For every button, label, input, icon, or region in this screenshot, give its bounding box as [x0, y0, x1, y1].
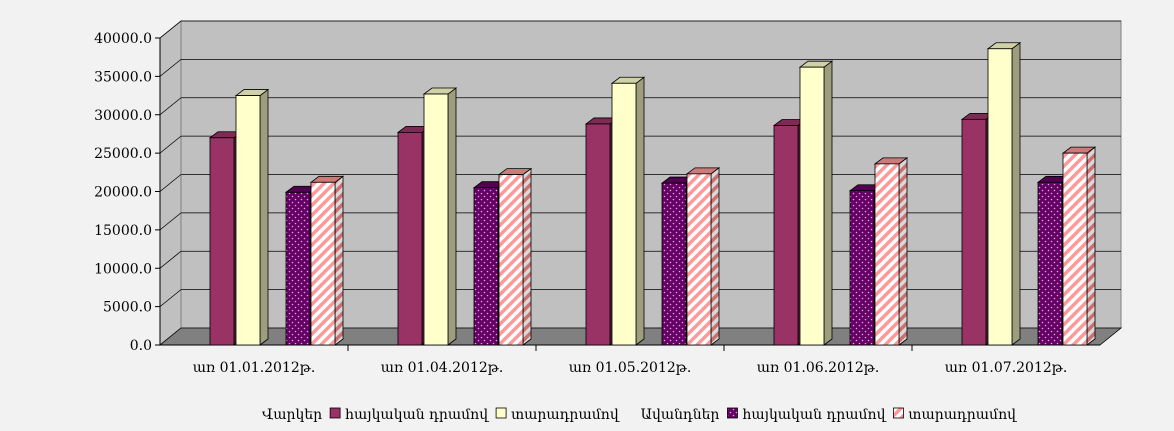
bar-loans-fx [422, 87, 458, 346]
bar-deposits-amd-front [849, 190, 875, 346]
legend-group-loans: Վարկեր [262, 407, 322, 423]
bar-deposits-fx [685, 167, 721, 346]
y-tick-label: 30000.0 [94, 108, 152, 124]
bar-loans-amd-front [209, 137, 235, 346]
gridline-side [159, 20, 182, 39]
bar-loans-fx-side [823, 60, 833, 346]
bar-loans-fx-front [423, 93, 449, 346]
bar-deposits-fx-front [310, 181, 336, 346]
x-tick-label: առ 01.04.2012թ. [381, 360, 504, 376]
y-tick-label: 15000.0 [94, 223, 152, 239]
x-tick-label: առ 01.01.2012թ. [193, 360, 316, 376]
y-tick-label: 0.0 [130, 338, 152, 354]
x-tick-label: առ 01.05.2012թ. [569, 360, 692, 376]
y-tick-label: 20000.0 [94, 185, 152, 201]
legend-label-deposits-fx: տարադրամով [908, 407, 1017, 423]
gridline-side [159, 174, 182, 192]
bar-deposits-fx [1061, 146, 1097, 346]
bar-loans-amd-front [585, 123, 611, 346]
y-tick-label: 35000.0 [94, 69, 152, 85]
x-tick-label: առ 01.06.2012թ. [757, 360, 880, 376]
gridline-side [159, 289, 182, 307]
y-tick-label: 10000.0 [94, 261, 152, 277]
legend-swatch-deposits-amd [727, 407, 738, 419]
bar-deposits-amd-front [661, 182, 687, 346]
bar-loans-fx-front [799, 66, 825, 346]
bar-deposits-fx-side [1086, 146, 1096, 346]
bar-deposits-fx-side [334, 175, 344, 346]
bar-deposits-amd-front [285, 191, 311, 346]
bar-deposits-fx-side [710, 167, 720, 346]
bar-loans-fx [798, 60, 834, 346]
bar-deposits-fx-front [1062, 152, 1088, 346]
x-tick-label: առ 01.07.2012թ. [945, 360, 1068, 376]
legend-swatch-loans-amd [329, 407, 341, 419]
bar-deposits-fx [497, 167, 533, 346]
gridline-side [159, 250, 182, 269]
legend-label-loans-amd: հայկական դրամով [345, 407, 489, 423]
bar-loans-fx [610, 76, 646, 346]
legend-group-deposits: Ավանդներ [641, 407, 720, 423]
bar-deposits-amd-front [1037, 181, 1063, 346]
bar-deposits-fx [873, 157, 909, 346]
bar-loans-fx-side [1011, 41, 1021, 346]
bar-deposits-fx-front [686, 173, 712, 346]
bar-deposits-fx-front [874, 163, 900, 346]
bar-loans-fx-side [635, 76, 645, 346]
bar-loans-amd-front [961, 118, 987, 346]
bar-loans-fx [234, 88, 270, 346]
y-tick-label: 5000.0 [103, 300, 152, 316]
bar-deposits-fx [309, 175, 345, 346]
bar-loans-fx [986, 41, 1022, 346]
bar-loans-fx-front [611, 82, 637, 346]
legend-swatch-deposits-fx [893, 407, 904, 419]
bar-loans-fx-side [259, 88, 269, 346]
gridline-side [159, 212, 182, 231]
bar-deposits-fx-front [498, 174, 524, 346]
legend-label-loans-fx: տարադրամով [511, 407, 620, 423]
legend-label-deposits-amd: հայկական դրամով [742, 407, 886, 423]
gridline-side [159, 59, 182, 77]
bar-loans-amd-front [773, 125, 799, 346]
y-tick-label: 40000.0 [94, 31, 152, 47]
bar-deposits-amd-front [473, 187, 499, 346]
gridline-side [159, 97, 182, 116]
bar-deposits-fx-side [522, 167, 532, 346]
y-tick-label: 25000.0 [94, 146, 152, 162]
bar-loans-amd-front [397, 132, 423, 346]
bar-loans-fx-front [235, 95, 261, 346]
bar-loans-fx-side [447, 87, 457, 346]
legend-swatch-loans-fx [495, 407, 507, 419]
bar-loans-fx-front [987, 48, 1013, 346]
bar-deposits-fx-side [898, 157, 908, 346]
gridline-side [159, 135, 182, 154]
